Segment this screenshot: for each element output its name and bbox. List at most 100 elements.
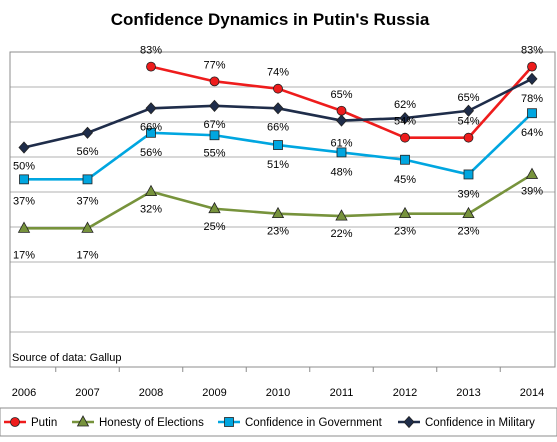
confidence-in-military-point: [462, 104, 475, 117]
confidence-in-government-point: [82, 174, 93, 185]
confidence-in-government-data-label: 55%: [203, 147, 225, 159]
confidence-in-government-data-label: 56%: [140, 147, 162, 159]
legend-marker-square: [224, 417, 234, 427]
x-tick-label: 2008: [139, 387, 163, 399]
legend-item-confidence-in-government: Confidence in Government: [218, 417, 383, 429]
honesty-of-elections-point: [525, 167, 539, 179]
confidence-in-government-point: [209, 130, 220, 141]
putin-data-label: 83%: [521, 45, 543, 57]
confidence-in-military-data-label: 61%: [330, 138, 352, 150]
confidence-in-military-data-label: 67%: [203, 119, 225, 131]
legend-item-putin: Putin: [4, 417, 57, 429]
confidence-in-government-data-label: 64%: [521, 127, 543, 139]
confidence-in-military-data-label: 56%: [76, 146, 98, 158]
honesty-of-elections-data-label: 22%: [330, 228, 352, 240]
putin-data-label: 74%: [267, 67, 289, 79]
confidence-in-military-point: [335, 114, 348, 127]
confidence-in-military-point: [526, 72, 538, 85]
confidence-in-government-data-label: 37%: [76, 195, 98, 207]
legend-marker-circle: [10, 417, 20, 427]
confidence-in-government-data-label: 39%: [457, 188, 479, 200]
confidence-in-government-data-label: 51%: [267, 159, 289, 171]
confidence-in-government-point: [146, 127, 156, 138]
honesty-of-elections-line: [24, 173, 533, 230]
confidence-in-military-point: [18, 141, 30, 154]
confidence-in-military-data-label: 65%: [457, 92, 479, 104]
plot-frame: [9, 51, 556, 368]
honesty-of-elections-point: [271, 206, 285, 219]
honesty-of-elections-point: [17, 221, 31, 233]
confidence-in-government-point: [336, 147, 347, 158]
legend-frame: [0, 407, 557, 437]
confidence-in-military-point: [145, 102, 157, 115]
confidence-in-military-point: [399, 112, 411, 125]
chart-title: Confidence Dynamics in Putin's Russia: [111, 10, 430, 29]
putin-data-label: 54%: [457, 116, 479, 128]
series-putin: [146, 61, 537, 143]
x-tick-label: 2007: [75, 387, 99, 399]
legend-label: Putin: [31, 417, 57, 429]
honesty-of-elections-data-label: 23%: [394, 226, 416, 238]
confidence-in-military-point: [81, 126, 94, 139]
confidence-in-military-point: [208, 99, 221, 112]
putin-point: [463, 132, 474, 143]
series-layer: [17, 61, 539, 233]
confidence-in-government-point: [527, 108, 537, 119]
honesty-of-elections-point: [81, 221, 94, 233]
confidence-in-military-data-label: 78%: [521, 93, 543, 105]
data-label-layer: 83% 77% 74% 65% 54% 54% 83% 17% 17% 32% 25% 23% 22% 2…: [13, 45, 543, 262]
putin-data-label: 77%: [203, 59, 225, 71]
x-tick-label: 2009: [202, 387, 226, 399]
honesty-of-elections-data-label: 23%: [267, 226, 289, 238]
honesty-of-elections-data-label: 39%: [521, 185, 543, 197]
x-tick-label: 2014: [520, 387, 544, 399]
honesty-of-elections-data-label: 25%: [203, 221, 225, 233]
legend-marker-diamond: [403, 415, 415, 429]
x-tick-label: 2011: [330, 387, 354, 399]
x-tick-label: 2013: [456, 387, 480, 399]
x-tick-label: 2010: [266, 387, 290, 399]
honesty-of-elections-point: [335, 209, 348, 221]
honesty-of-elections-point: [208, 201, 221, 214]
legend-label: Honesty of Elections: [99, 417, 204, 429]
confidence-in-government-data-label: 45%: [394, 174, 416, 186]
honesty-of-elections-point: [462, 206, 475, 219]
honesty-of-elections-data-label: 17%: [76, 249, 98, 261]
series-honesty-of-elections: [17, 167, 539, 233]
x-axis-ticks: 2006 2007 2008 2009 2010 2011 2012 2013 2014: [12, 387, 544, 399]
putin-point: [273, 83, 283, 94]
putin-point: [527, 61, 537, 72]
confidence-in-government-data-label: 48%: [330, 166, 352, 178]
legend: Putin Honesty of Elections Confidence in G…: [4, 415, 535, 429]
putin-data-label: 65%: [330, 89, 352, 101]
putin-point: [400, 132, 410, 143]
honesty-of-elections-point: [144, 184, 158, 197]
putin-point: [336, 105, 347, 116]
legend-marker-triangle: [76, 415, 90, 427]
confidence-in-military-data-label: 62%: [394, 99, 416, 111]
honesty-of-elections-point: [398, 206, 412, 219]
legend-item-honesty-of-elections: Honesty of Elections: [72, 415, 204, 429]
confidence-in-military-data-label: 66%: [140, 121, 162, 133]
legend-label: Confidence in Military: [425, 417, 535, 429]
gridlines: [10, 86, 555, 372]
x-tick-label: 2012: [393, 387, 417, 399]
legend-item-confidence-in-military: Confidence in Military: [398, 415, 535, 429]
confidence-in-government-point: [273, 140, 283, 150]
putin-point: [209, 76, 220, 87]
putin-point: [146, 61, 156, 72]
series-confidence-in-military: [18, 72, 538, 154]
confidence-in-government-point: [19, 174, 29, 185]
legend-label: Confidence in Government: [245, 417, 383, 429]
confidence-in-government-point: [400, 154, 410, 165]
confidence-in-government-data-label: 37%: [13, 195, 35, 207]
series-confidence-in-government: [19, 108, 537, 185]
confidence-in-military-data-label: 50%: [13, 161, 35, 173]
honesty-of-elections-data-label: 23%: [457, 226, 479, 238]
putin-data-label: 54%: [394, 116, 416, 128]
source-note: Source of data: Gallup: [12, 352, 121, 364]
confidence-in-military-point: [272, 102, 284, 115]
x-tick-label: 2006: [12, 387, 36, 399]
honesty-of-elections-data-label: 32%: [140, 204, 162, 216]
